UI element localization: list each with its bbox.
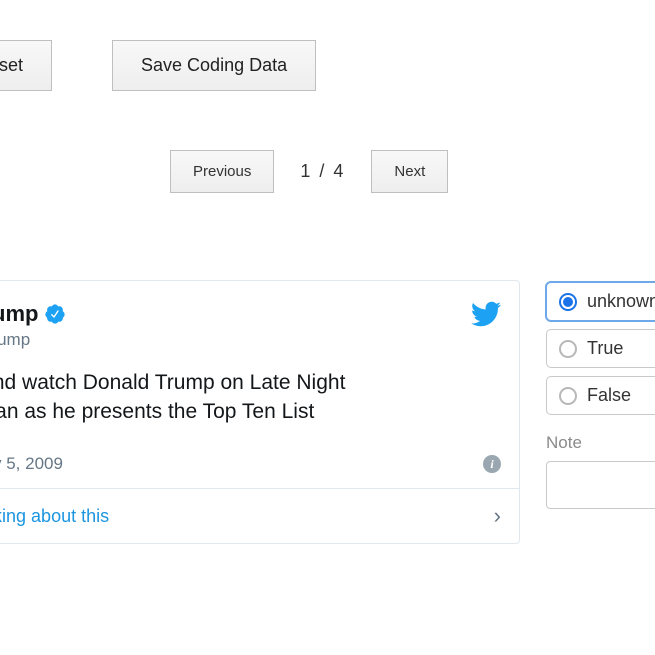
reset-button[interactable]: set bbox=[0, 40, 52, 91]
radio-icon bbox=[559, 387, 577, 405]
tweet-date: - May 5, 2009 bbox=[0, 454, 63, 474]
option-label: unknown bbox=[587, 291, 655, 312]
option-false[interactable]: False bbox=[546, 376, 655, 415]
tweet-handle: aldTrump bbox=[0, 329, 66, 352]
tweet-header: . Trump aldTrump bbox=[0, 299, 501, 352]
twitter-logo-icon bbox=[471, 299, 501, 329]
option-label: True bbox=[587, 338, 623, 359]
tweet-footer-text: e talking about this bbox=[0, 506, 109, 527]
radio-icon bbox=[559, 340, 577, 358]
next-button[interactable]: Next bbox=[371, 150, 448, 193]
tweet-text: in and watch Donald Trump on Late Night … bbox=[0, 368, 501, 427]
page-indicator: 1 / 4 bbox=[300, 161, 345, 182]
note-label: Note bbox=[546, 433, 655, 453]
coding-options: unknown True False Note bbox=[546, 282, 655, 509]
save-coding-data-button[interactable]: Save Coding Data bbox=[112, 40, 316, 91]
tweet-display-name-row: . Trump bbox=[0, 299, 66, 329]
tweet-author: . Trump aldTrump bbox=[0, 299, 66, 352]
radio-icon bbox=[559, 293, 577, 311]
verified-icon bbox=[44, 303, 66, 325]
tweet-footer-link[interactable]: e talking about this › bbox=[0, 488, 519, 543]
info-icon[interactable]: i bbox=[483, 455, 501, 473]
note-input[interactable] bbox=[546, 461, 655, 509]
top-button-row: set Save Coding Data bbox=[0, 40, 316, 91]
option-unknown[interactable]: unknown bbox=[546, 282, 655, 321]
chevron-right-icon: › bbox=[494, 503, 501, 529]
option-label: False bbox=[587, 385, 631, 406]
tweet-display-name: . Trump bbox=[0, 299, 38, 329]
tweet-meta-row: - May 5, 2009 i bbox=[0, 454, 501, 474]
previous-button[interactable]: Previous bbox=[170, 150, 274, 193]
pager: Previous 1 / 4 Next bbox=[170, 150, 448, 193]
option-true[interactable]: True bbox=[546, 329, 655, 368]
tweet-card: . Trump aldTrump in and watch Donald Tru… bbox=[0, 280, 520, 544]
